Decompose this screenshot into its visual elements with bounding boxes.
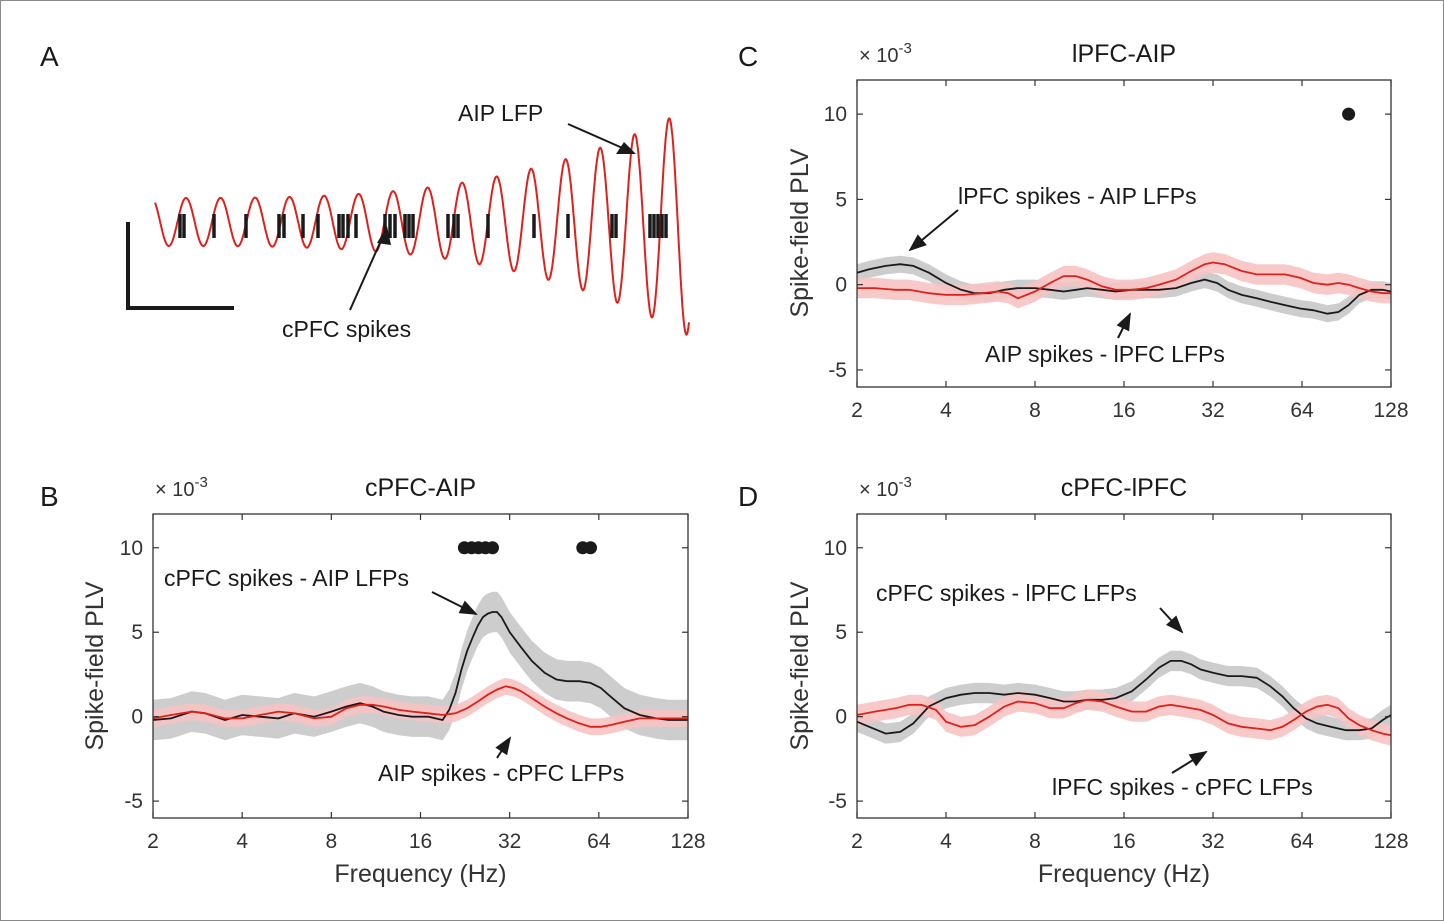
x-tick-label: 16 [409, 830, 432, 853]
x-tick-label: 8 [325, 830, 337, 853]
series-band-0 [153, 591, 688, 741]
annotation-label: AIP spikes - lPFC LFPs [985, 341, 1225, 367]
x-tick-label: 2 [851, 830, 863, 853]
series-band-1 [153, 677, 688, 736]
x-tick-label: 16 [1112, 399, 1135, 422]
x-tick-label: 8 [1029, 830, 1041, 853]
x-tick-label: 128 [1373, 399, 1408, 422]
y-tick-label: 10 [824, 103, 847, 126]
series-line-1 [856, 698, 1392, 737]
annotation-arrowhead [1166, 615, 1184, 634]
y-tick-label: 5 [835, 621, 847, 644]
y-exponent-power: -3 [898, 40, 911, 57]
y-tick-label: -5 [828, 790, 847, 813]
series-line-0 [856, 660, 1392, 735]
panel-label: C [738, 41, 758, 72]
annotation-arrowhead [1116, 312, 1131, 332]
x-tick-label: 128 [670, 830, 705, 853]
x-tick-label: 64 [1290, 830, 1314, 853]
x-tick-label: 64 [1290, 399, 1314, 422]
y-exponent-base: × 10 [859, 479, 898, 501]
y-tick-label: 0 [131, 706, 143, 729]
y-exponent-power: -3 [194, 474, 207, 491]
y-tick-label: 10 [824, 537, 847, 560]
annotation-label: cPFC spikes - lPFC LFPs [876, 580, 1137, 606]
annotation-arrowhead [458, 600, 478, 615]
significance-dot [1342, 107, 1356, 121]
y-tick-label: 5 [835, 188, 847, 211]
panel-b: B 2 4 8 16 32 64 128 -5 0 5 10 × 10-3 cPFC-AIP Spike-f… [40, 474, 706, 888]
x-tick-label: 64 [587, 830, 611, 853]
y-tick-label: 5 [131, 621, 143, 644]
y-tick-label: -5 [828, 359, 847, 382]
series-band-1 [857, 252, 1391, 309]
series-band-0 [857, 650, 1391, 744]
x-tick-label: 128 [1373, 830, 1408, 853]
cpfc-spikes-arrowhead [377, 226, 391, 245]
x-tick-label: 8 [1029, 399, 1041, 422]
y-axis-label: Spike-field PLV [786, 581, 814, 750]
panel-d: D 2 4 8 16 32 64 128 -5 0 5 10 × 10-3 cPFC-lPFC Spike-… [738, 474, 1409, 888]
panel-title: lPFC-AIP [1072, 40, 1176, 68]
annotation-label: lPFC spikes - AIP LFPs [958, 183, 1197, 209]
annotation-label: AIP spikes - cPFC LFPs [378, 760, 624, 786]
x-axis-label: Frequency (Hz) [1038, 860, 1210, 888]
x-tick-label: 4 [236, 830, 248, 853]
y-tick-label: 0 [835, 706, 847, 729]
panel-a-label: A [40, 41, 59, 72]
annotation-arrowhead [908, 234, 927, 252]
annotation-label: cPFC spikes - AIP LFPs [164, 565, 409, 591]
annotation-arrowhead [495, 736, 512, 756]
y-tick-label: 0 [835, 274, 847, 297]
panel-label: D [738, 481, 758, 512]
panel-label: B [40, 481, 59, 512]
panel-a: A AIP LFP cPFC spikes [40, 41, 690, 342]
cpfc-spikes-label: cPFC spikes [282, 316, 411, 342]
cpfc-spikes-arrow-line [349, 235, 384, 311]
y-tick-label: 10 [120, 537, 143, 560]
y-tick-label: -5 [124, 790, 143, 813]
series-line-1 [152, 685, 688, 728]
x-tick-label: 32 [1201, 399, 1224, 422]
annotation-arrowhead [1188, 750, 1208, 767]
y-exponent-label: × 10-3 [859, 474, 912, 501]
panel-title: cPFC-AIP [365, 474, 476, 502]
significance-dot [485, 541, 499, 555]
x-tick-label: 2 [147, 830, 159, 853]
x-tick-label: 4 [940, 399, 952, 422]
y-exponent-label: × 10-3 [155, 474, 208, 501]
y-axis-label: Spike-field PLV [786, 148, 814, 317]
x-tick-label: 2 [851, 399, 863, 422]
x-tick-label: 32 [1201, 830, 1224, 853]
panel-title: cPFC-lPFC [1061, 474, 1187, 502]
y-exponent-power: -3 [898, 474, 911, 491]
y-exponent-base: × 10 [859, 45, 898, 67]
significance-dot [584, 541, 598, 555]
aip-lfp-arrow-line [567, 123, 628, 151]
cpfc-spike-raster [178, 214, 668, 238]
x-tick-label: 16 [1112, 830, 1135, 853]
annotation-label: lPFC spikes - cPFC LFPs [1052, 774, 1313, 800]
scale-bar [126, 222, 234, 310]
series-line-0 [152, 611, 688, 722]
aip-lfp-arrowhead [616, 142, 636, 154]
aip-lfp-label: AIP LFP [458, 100, 543, 126]
axes-box [856, 513, 1392, 819]
x-tick-label: 32 [498, 830, 521, 853]
aip-lfp-trace [154, 117, 690, 337]
y-axis-label: Spike-field PLV [81, 581, 109, 750]
x-axis-label: Frequency (Hz) [334, 860, 506, 888]
panel-c: C 2 4 8 16 32 64 128 -5 0 5 10 × 10-3 lPFC-AIP Spike-f… [738, 40, 1409, 422]
x-tick-label: 4 [940, 830, 952, 853]
series-line-1 [857, 261, 1391, 300]
series-band-1 [857, 689, 1391, 746]
y-exponent-base: × 10 [155, 479, 194, 501]
y-exponent-label: × 10-3 [859, 40, 912, 67]
